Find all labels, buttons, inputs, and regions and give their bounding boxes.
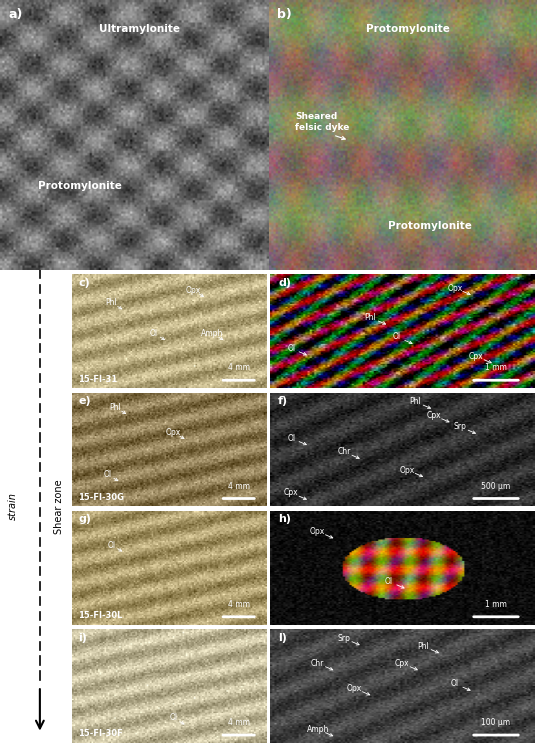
Text: c): c) <box>78 278 90 288</box>
Text: g): g) <box>78 514 91 525</box>
Text: Ol: Ol <box>150 329 158 338</box>
Text: Opx: Opx <box>166 428 181 437</box>
Text: Phl: Phl <box>417 642 429 651</box>
Text: Opx: Opx <box>447 284 463 293</box>
Text: Sheared
felsic dyke: Sheared felsic dyke <box>295 112 350 132</box>
Text: i): i) <box>78 632 87 643</box>
Text: Cpx: Cpx <box>426 411 441 420</box>
Text: Amph: Amph <box>307 725 329 734</box>
Text: Protomylonite: Protomylonite <box>388 221 471 231</box>
Text: Protomylonite: Protomylonite <box>366 25 450 34</box>
Text: Ultramylonite: Ultramylonite <box>99 25 180 34</box>
Text: Opx: Opx <box>310 527 325 536</box>
Text: Chr: Chr <box>311 659 324 668</box>
Text: 4 mm: 4 mm <box>228 481 250 490</box>
Text: Ol: Ol <box>104 470 112 479</box>
Text: h): h) <box>278 514 291 525</box>
Text: 4 mm: 4 mm <box>228 363 250 372</box>
Text: e): e) <box>78 396 91 406</box>
Text: 1 mm: 1 mm <box>485 363 507 372</box>
Text: a): a) <box>8 8 23 21</box>
Text: strain: strain <box>8 493 18 520</box>
Text: Srp: Srp <box>454 422 467 431</box>
Text: Srp: Srp <box>338 634 351 643</box>
Text: Protomylonite: Protomylonite <box>38 181 121 191</box>
Text: 4 mm: 4 mm <box>228 600 250 609</box>
Text: Amph: Amph <box>201 329 223 338</box>
Text: 100 μm: 100 μm <box>482 718 511 727</box>
Text: Opx: Opx <box>185 286 201 295</box>
Text: 15-FI-31: 15-FI-31 <box>78 374 118 383</box>
Text: Cpx: Cpx <box>469 352 483 361</box>
Text: 15-FI-30F: 15-FI-30F <box>78 730 123 739</box>
Text: Chr: Chr <box>337 447 351 456</box>
Text: Phl: Phl <box>410 398 422 406</box>
Text: b): b) <box>277 8 291 21</box>
Text: Shear zone: Shear zone <box>54 479 64 533</box>
Text: Opx: Opx <box>347 684 362 693</box>
Text: Ol: Ol <box>287 344 295 353</box>
Text: 500 μm: 500 μm <box>481 481 511 490</box>
Text: Ol: Ol <box>451 679 459 688</box>
Text: 1 mm: 1 mm <box>485 600 507 609</box>
Text: Ol: Ol <box>287 434 295 443</box>
Text: Cpx: Cpx <box>395 659 410 668</box>
Text: 15-FI-30G: 15-FI-30G <box>78 493 125 502</box>
Text: l): l) <box>278 632 287 643</box>
Text: f): f) <box>278 396 288 406</box>
Text: Ol: Ol <box>393 332 401 342</box>
Text: Ol: Ol <box>385 577 393 586</box>
Text: Ol: Ol <box>107 541 115 550</box>
Text: 15-FI-30L: 15-FI-30L <box>78 611 122 620</box>
Text: Phl: Phl <box>110 403 121 412</box>
Text: Phl: Phl <box>105 299 117 308</box>
Text: Phl: Phl <box>365 313 376 322</box>
Text: 4 mm: 4 mm <box>228 718 250 727</box>
Text: Cpx: Cpx <box>284 488 299 497</box>
Text: Ol: Ol <box>170 713 178 722</box>
Text: Opx: Opx <box>400 466 415 475</box>
Text: d): d) <box>278 278 291 288</box>
